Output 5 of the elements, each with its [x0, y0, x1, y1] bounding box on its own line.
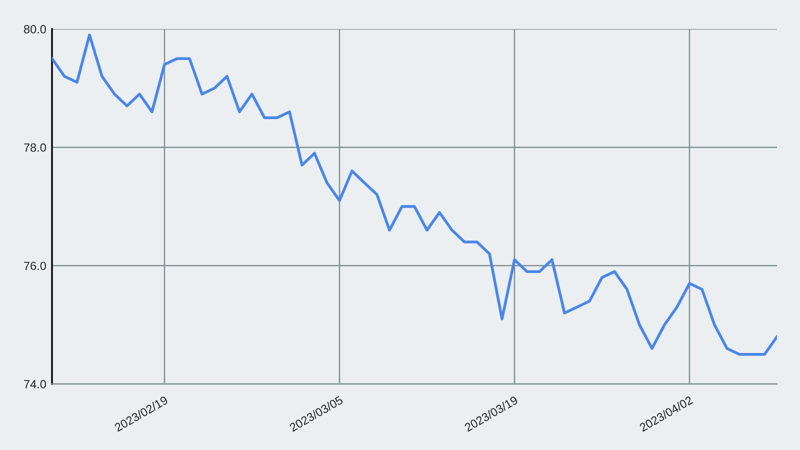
y-tick-label: 78.0	[24, 143, 46, 152]
y-tick-label: 76.0	[24, 262, 46, 270]
y-tick-label: 74.0	[24, 380, 46, 388]
line-series	[52, 34, 777, 356]
y-tick-label: 80.0	[24, 25, 46, 34]
